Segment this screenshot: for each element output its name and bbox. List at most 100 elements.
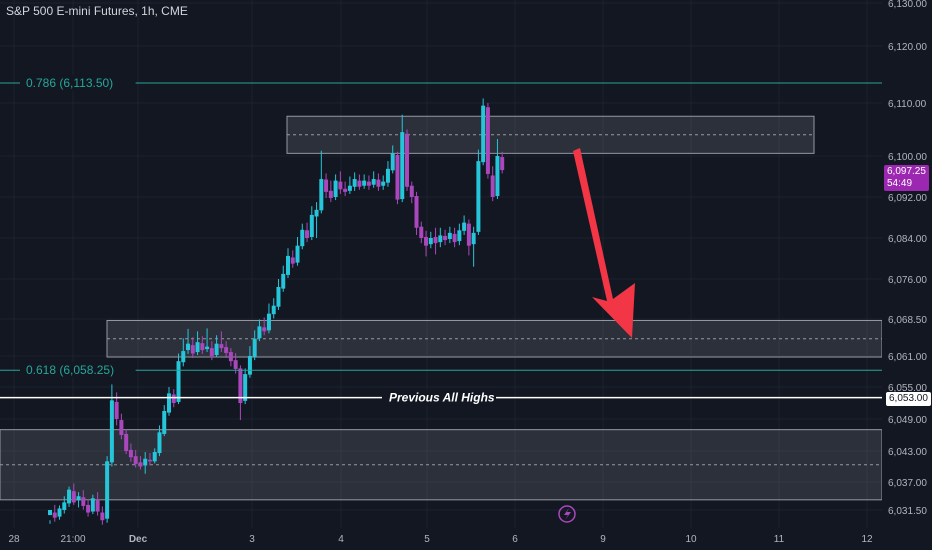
candle-body: [190, 345, 195, 354]
candle-body: [266, 313, 271, 331]
candle-body: [95, 499, 100, 512]
candle-body: [181, 351, 186, 363]
candle-body: [314, 209, 319, 217]
candle-body: [57, 508, 62, 517]
candle-body: [471, 232, 476, 245]
candle-body: [385, 168, 390, 183]
price-axis-tick: 6,084.00: [888, 234, 927, 245]
candle-body: [362, 180, 367, 186]
candle-body: [209, 348, 214, 356]
candle-body: [395, 154, 400, 200]
candle-body: [247, 356, 252, 375]
candle-body: [476, 161, 481, 232]
candle-body: [252, 338, 257, 358]
price-axis-tick: 6,055.00: [888, 383, 927, 394]
candle-body: [338, 181, 343, 190]
candle-body: [243, 374, 248, 401]
candle-body: [167, 393, 171, 413]
candle-body: [90, 498, 95, 512]
candle-body: [295, 245, 300, 263]
candle-body: [452, 233, 457, 243]
candle-body: [290, 257, 295, 264]
candle-body: [276, 287, 281, 307]
candle-body: [124, 433, 129, 451]
candle-body: [147, 459, 152, 462]
candle-body: [319, 179, 324, 211]
down-arrow-icon: [573, 148, 635, 338]
candle-body: [433, 236, 438, 244]
fib-level-label: 0.618 (6,058.25): [26, 363, 114, 377]
candle-body: [343, 188, 348, 192]
candle-body: [466, 223, 471, 246]
candle-body: [462, 222, 467, 231]
candle-body: [357, 180, 362, 187]
candle-body: [76, 496, 81, 501]
chart-title: S&P 500 E-mini Futures, 1h, CME: [6, 4, 188, 18]
time-axis-tick: 5: [424, 534, 430, 545]
candle-body: [333, 180, 338, 197]
candle-body: [347, 185, 352, 191]
candle-body: [324, 179, 329, 192]
candle-body: [447, 232, 452, 240]
time-axis-bg: [0, 528, 882, 550]
price-axis-tick: 6,130.00: [888, 0, 927, 10]
candle-body: [495, 156, 500, 196]
candle-body: [214, 343, 219, 356]
candle-body: [271, 305, 276, 315]
candle-body: [71, 491, 76, 503]
candle-body: [428, 238, 433, 245]
price-axis-bg: [882, 0, 932, 550]
candle-body: [443, 235, 448, 241]
candle-body: [86, 504, 91, 513]
candle-body: [143, 458, 148, 466]
price-axis-tick: 6,092.00: [888, 193, 927, 204]
price-axis-tick: 6,049.00: [888, 415, 927, 426]
candle-body: [238, 368, 243, 403]
candle-body: [485, 107, 490, 174]
time-axis-tick: 12: [861, 534, 873, 545]
candle-body: [376, 179, 381, 187]
candle-body: [300, 229, 305, 247]
time-axis-tick: 4: [338, 534, 344, 545]
candle-body: [438, 235, 443, 243]
candle-body: [414, 195, 419, 228]
candle-body: [257, 326, 262, 339]
candle-body: [405, 133, 409, 187]
candle-body: [500, 157, 505, 171]
candle-body: [138, 462, 143, 467]
price-axis-tick: 6,068.50: [888, 315, 927, 326]
candle-body: [409, 185, 414, 197]
candle-body: [157, 432, 162, 454]
candle-body: [219, 344, 224, 349]
candle-body: [490, 175, 495, 197]
current-price-label: 6,097.25: [887, 166, 926, 177]
candle-body: [309, 214, 314, 237]
candle-body: [176, 361, 181, 402]
time-axis-tick: 9: [600, 534, 606, 545]
price-axis-tick: 6,076.00: [888, 275, 927, 286]
candle-body: [352, 179, 357, 187]
candle-body: [109, 400, 114, 463]
previous-highs-price-tag: 6,053.00: [886, 392, 931, 406]
candle-body: [171, 394, 176, 403]
candle-body: [128, 449, 133, 458]
time-axis-tick: 3: [249, 534, 255, 545]
price-axis-tick: 6,100.00: [888, 152, 927, 163]
candle-body: [424, 236, 429, 246]
candle-body: [286, 255, 290, 275]
candle-body: [457, 230, 462, 242]
bar-countdown: 54:49: [887, 178, 913, 189]
price-axis-tick: 6,120.00: [888, 42, 927, 53]
fib-level-label: 0.786 (6,113.50): [26, 76, 113, 90]
current-price-tag: 6,097.25 54:49: [884, 165, 929, 191]
price-axis-tick: 6,031.50: [888, 506, 927, 517]
candle-body: [419, 226, 424, 238]
candle-body: [205, 346, 210, 350]
candle-body: [100, 512, 105, 521]
candle-body: [114, 401, 119, 419]
candle-body: [400, 132, 405, 200]
fib-label-bg: [20, 362, 136, 379]
candle-body: [133, 456, 138, 464]
time-axis-tick: 21:00: [60, 534, 85, 545]
